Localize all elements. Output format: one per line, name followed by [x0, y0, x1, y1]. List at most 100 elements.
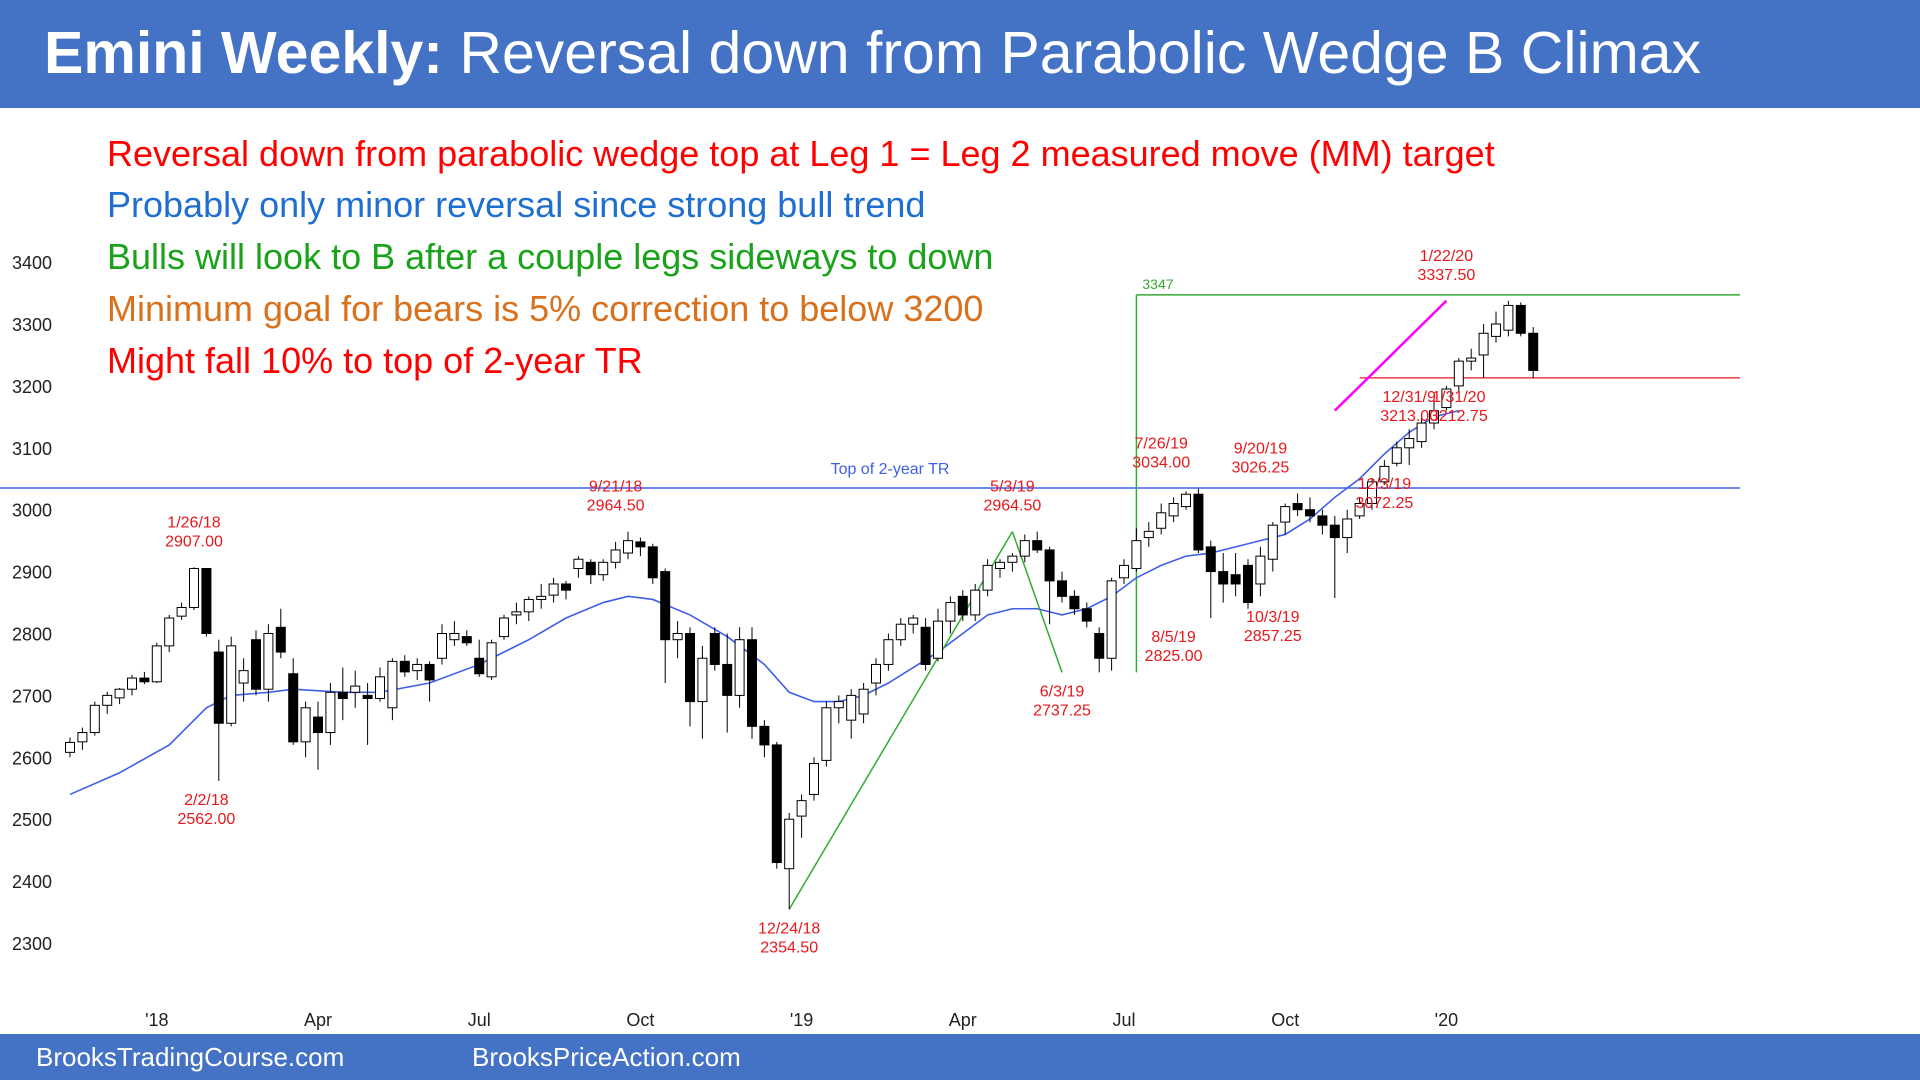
- candle-body: [610, 549, 621, 563]
- price-annotation: 1/26/18: [167, 514, 220, 531]
- candle-body: [995, 561, 1005, 570]
- candle-body: [151, 645, 162, 683]
- candle-body: [908, 617, 919, 625]
- candle-body: [102, 694, 113, 706]
- candle-body: [127, 677, 137, 690]
- candle-body: [809, 762, 819, 795]
- candle-body: [1379, 465, 1390, 483]
- candle-body: [623, 540, 633, 554]
- candle-body: [114, 688, 125, 699]
- candle-body: [511, 611, 522, 616]
- candle-body: [226, 645, 237, 724]
- candle-body: [1106, 580, 1117, 659]
- candle-body: [201, 568, 212, 635]
- candle-body: [313, 716, 323, 734]
- candle-body: [573, 558, 584, 570]
- candle-body: [784, 818, 795, 870]
- candle-body: [1044, 549, 1055, 582]
- candle-body: [486, 642, 497, 678]
- price-annotation: 3213.00: [1380, 408, 1438, 425]
- candle-body: [970, 589, 981, 616]
- candle-body: [350, 685, 361, 693]
- candle-body: [1528, 332, 1539, 371]
- candle-body: [1478, 332, 1489, 356]
- x-tick-label: '18: [145, 1010, 168, 1030]
- price-annotation: 2737.25: [1033, 702, 1091, 719]
- candle-body: [523, 598, 534, 613]
- y-tick-label: 2300: [12, 934, 52, 954]
- price-annotation: 2907.00: [165, 533, 223, 550]
- y-tick-label: 2600: [12, 748, 52, 768]
- candle-body: [585, 561, 596, 576]
- candle-body: [325, 691, 336, 734]
- candle-body: [759, 725, 770, 746]
- title-bar: Emini Weekly: Reversal down from Parabol…: [0, 0, 1920, 108]
- price-annotation: 2857.25: [1244, 628, 1302, 645]
- candle-body: [672, 633, 683, 641]
- candle-body: [1280, 506, 1291, 523]
- price-annotation: 12/24/18: [758, 920, 820, 937]
- candle-body: [635, 541, 646, 548]
- candle-body: [263, 633, 274, 690]
- candle-body: [1019, 540, 1030, 557]
- candle-body: [288, 673, 299, 743]
- x-tick-label: Apr: [949, 1010, 977, 1030]
- candle-body: [337, 691, 348, 699]
- candle-body: [424, 663, 435, 681]
- candle-body: [1255, 555, 1266, 585]
- candle-body: [1391, 447, 1402, 464]
- mm-target-label: 3347: [1142, 276, 1173, 292]
- candle-body: [982, 564, 993, 591]
- candle-body: [1218, 571, 1229, 585]
- price-annotation: 9/21/18: [589, 479, 642, 496]
- candle-body: [1032, 540, 1043, 551]
- price-annotation: 3337.50: [1417, 267, 1475, 284]
- candle-body: [164, 617, 175, 647]
- wedge-trendline: [1333, 299, 1448, 412]
- candle-body: [1416, 422, 1427, 443]
- candle-body: [933, 620, 943, 659]
- price-annotation: 7/26/19: [1135, 436, 1188, 453]
- y-tick-label: 3200: [12, 377, 52, 397]
- candle-body: [747, 639, 757, 727]
- price-annotation: 3026.25: [1231, 459, 1289, 476]
- candle-body: [1503, 304, 1514, 331]
- candle-body: [1292, 503, 1303, 511]
- candle-body: [920, 626, 931, 665]
- footer-right-site: BrooksPriceAction.com: [472, 1042, 741, 1072]
- note-4: Minimum goal for bears is 5% correction …: [107, 288, 984, 329]
- note-3: Bulls will look to B after a couple legs…: [107, 236, 994, 277]
- candle-body: [1069, 595, 1080, 610]
- candle-body: [1491, 323, 1501, 337]
- candle-body: [846, 694, 857, 721]
- candle-body: [1230, 574, 1241, 585]
- title-rest: Reversal down from Parabolic Wedge B Cli…: [442, 20, 1702, 86]
- note-1: Reversal down from parabolic wedge top a…: [107, 133, 1495, 174]
- candle-body: [871, 663, 881, 684]
- price-annotation: 2964.50: [983, 498, 1041, 515]
- candle-body: [771, 744, 782, 864]
- y-tick-label: 2400: [12, 872, 52, 892]
- candle-body: [300, 707, 311, 743]
- candle-body: [1329, 524, 1340, 539]
- x-tick-label: Oct: [1271, 1010, 1299, 1030]
- candle-body: [1168, 503, 1179, 517]
- candle-body: [399, 660, 410, 673]
- price-annotation: 6/3/19: [1040, 683, 1085, 700]
- x-tick-label: Jul: [468, 1010, 491, 1030]
- candle-body: [1317, 515, 1328, 526]
- price-annotation: 8/5/19: [1151, 629, 1196, 646]
- candle-body: [536, 595, 547, 600]
- candle-body: [189, 568, 199, 609]
- candle-body: [1466, 357, 1477, 362]
- candle-body: [1007, 555, 1018, 563]
- candle-body: [1205, 546, 1216, 573]
- candle-body: [647, 546, 658, 579]
- candle-body: [1057, 580, 1067, 597]
- candle-body: [722, 663, 733, 696]
- candle-body: [139, 677, 150, 683]
- candle-body: [1453, 360, 1464, 387]
- y-tick-label: 3400: [12, 253, 52, 273]
- y-tick-label: 2500: [12, 810, 52, 830]
- price-annotation: 10/3/19: [1246, 609, 1299, 626]
